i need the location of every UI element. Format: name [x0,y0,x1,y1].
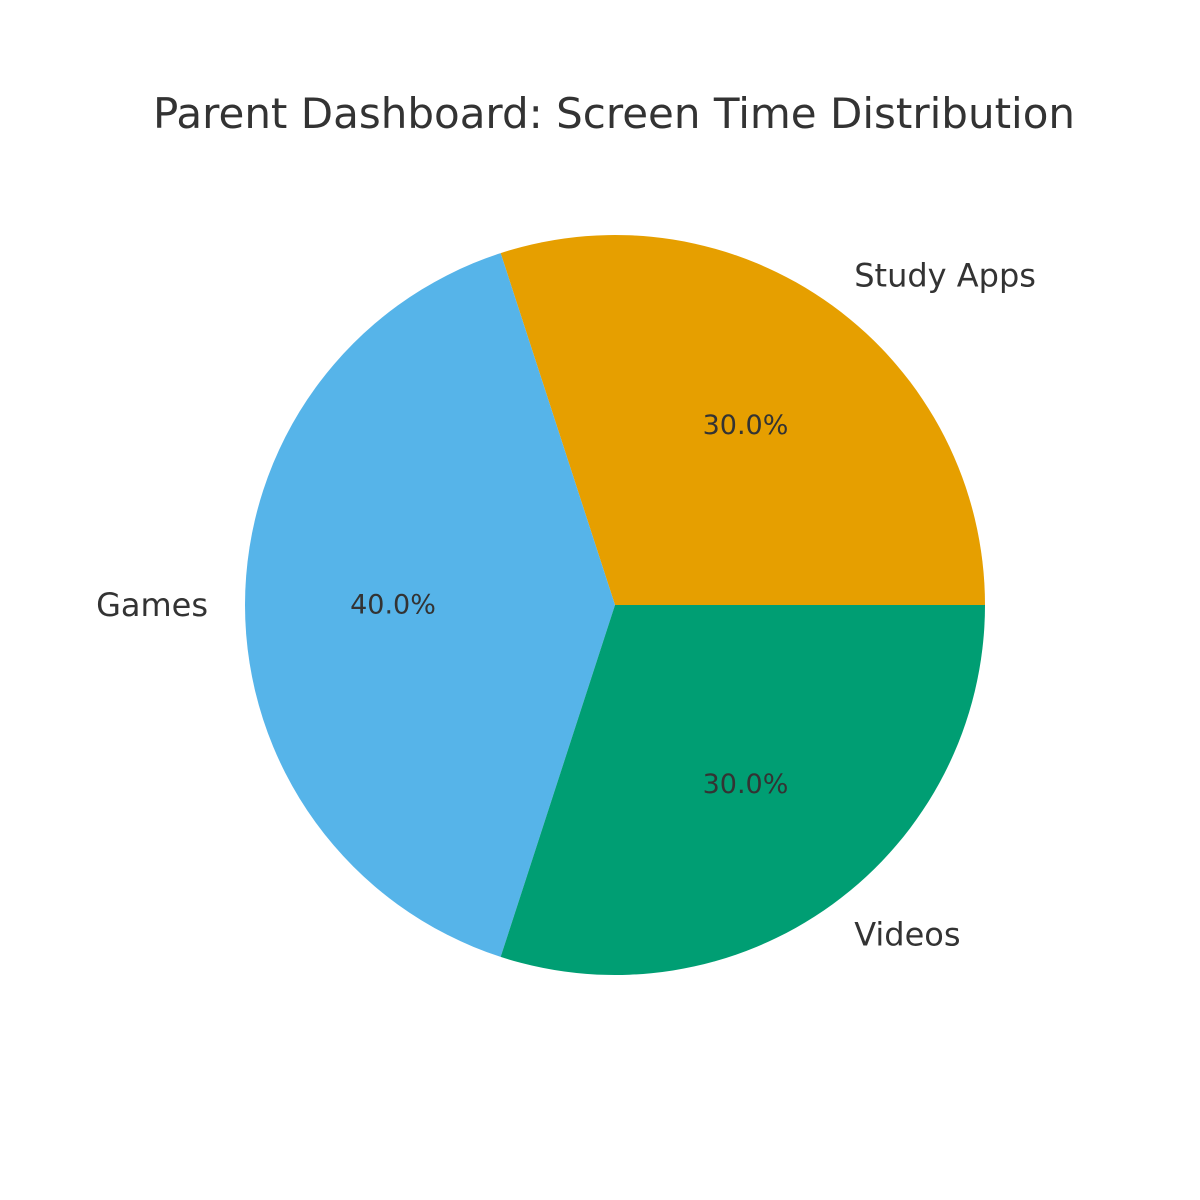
pie-slice-videos [500,605,985,976]
slice-label-study-apps: Study Apps [854,257,1036,295]
slice-label-games: Games [96,586,208,624]
pct-label-games: 40.0% [350,590,436,621]
pie-slices [245,234,985,976]
chart-title: Parent Dashboard: Screen Time Distributi… [153,89,1075,138]
pie-labels: 30.0% Study Apps 40.0% Games 30.0% Videos [96,257,1036,954]
slice-label-videos: Videos [854,915,960,953]
pct-label-videos: 30.0% [703,769,789,800]
pie-slice-study-apps [500,234,985,606]
pct-label-study-apps: 30.0% [703,410,789,441]
pie-slice-games [245,253,615,957]
